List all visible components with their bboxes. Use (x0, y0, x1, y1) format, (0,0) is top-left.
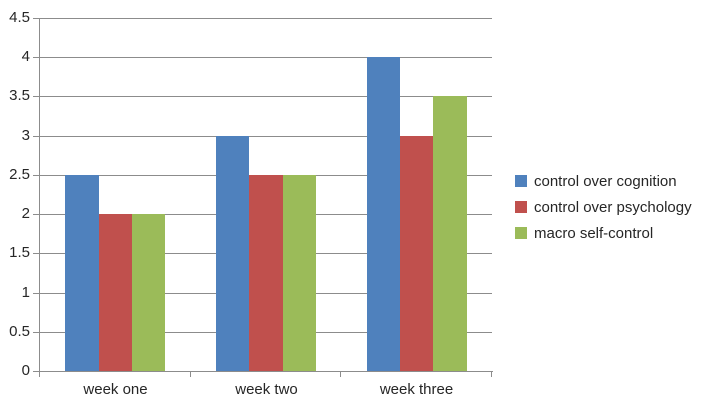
legend-swatch-icon (515, 227, 527, 239)
y-axis-line (39, 18, 40, 372)
x-axis-tick (491, 372, 492, 377)
y-axis-label: 4.5 (9, 9, 30, 26)
bar-control-over-psychology-week-two (249, 175, 283, 371)
legend: control over cognition control over psych… (515, 168, 692, 246)
x-axis-tick (190, 372, 191, 377)
y-axis-label: 1.5 (9, 244, 30, 261)
bar-macro-self-control-week-three (433, 96, 467, 371)
bar-control-over-cognition-week-two (216, 136, 249, 371)
y-axis-label: 2 (21, 205, 30, 222)
x-axis-tick (340, 372, 341, 377)
y-axis-tick (33, 18, 39, 19)
bar-control-over-cognition-week-three (367, 57, 400, 371)
gridline (40, 136, 492, 137)
y-axis-label: 1 (21, 284, 30, 301)
bar-control-over-psychology-week-one (99, 214, 132, 371)
gridline (40, 96, 492, 97)
bar-control-over-cognition-week-one (65, 175, 99, 371)
legend-swatch-icon (515, 201, 527, 213)
y-axis-tick (33, 253, 39, 254)
y-axis-tick (33, 96, 39, 97)
x-axis-tick (39, 372, 40, 377)
bar-macro-self-control-week-one (132, 214, 165, 371)
legend-label: macro self-control (534, 224, 654, 242)
legend-item: control over cognition (515, 168, 692, 194)
x-axis-label: week two (235, 381, 298, 398)
x-axis-label: week three (379, 381, 454, 398)
gridline (40, 18, 492, 19)
x-axis-label: week one (83, 381, 148, 398)
y-axis-tick (33, 332, 39, 333)
legend-item: macro self-control (515, 220, 692, 246)
x-axis-line (39, 371, 493, 372)
y-axis-tick (33, 175, 39, 176)
y-axis-label: 4 (21, 48, 30, 65)
y-axis-label: 2.5 (9, 166, 30, 183)
y-axis-label: 0 (21, 362, 30, 379)
y-axis-label: 3 (21, 127, 30, 144)
gridline (40, 57, 492, 58)
y-axis-tick (33, 371, 39, 372)
legend-label: control over psychology (534, 198, 692, 216)
legend-item: control over psychology (515, 194, 692, 220)
y-axis-tick (33, 136, 39, 137)
legend-swatch-icon (515, 175, 527, 187)
bar-macro-self-control-week-two (283, 175, 316, 371)
y-axis-tick (33, 57, 39, 58)
y-axis-tick (33, 214, 39, 215)
y-axis-label: 0.5 (9, 323, 30, 340)
legend-label: control over cognition (534, 172, 677, 190)
bar-control-over-psychology-week-three (400, 136, 433, 371)
y-axis-label: 3.5 (9, 87, 30, 104)
y-axis-tick (33, 293, 39, 294)
